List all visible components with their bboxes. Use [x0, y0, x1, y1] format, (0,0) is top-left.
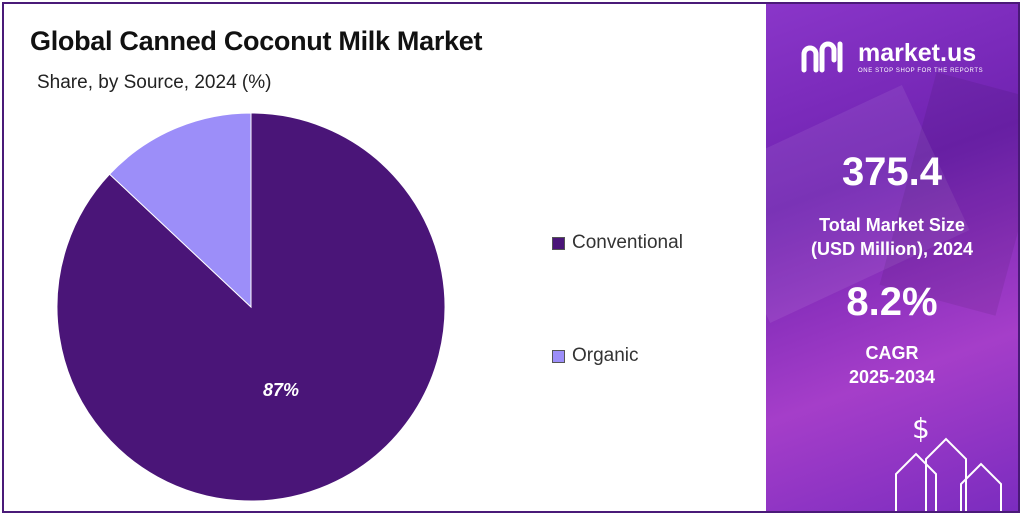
cagr-label-line1: CAGR	[865, 343, 919, 363]
up-arrow-icon	[925, 437, 967, 511]
brand-tagline: ONE STOP SHOP FOR THE REPORTS	[858, 68, 984, 74]
dollar-coin-icon: $	[895, 412, 1002, 511]
up-arrow-icon	[895, 452, 937, 511]
legend-swatch-organic	[552, 349, 565, 363]
brand-text: market.us ONE STOP SHOP FOR THE REPORTS	[858, 40, 983, 74]
brand-name: market.us	[858, 39, 977, 67]
legend-item-organic: Organic	[552, 345, 639, 367]
market-size-label-line2: (USD Million), 2024	[810, 239, 974, 259]
chart-panel: Global Canned Coconut Milk Market Share,…	[4, 4, 766, 511]
chart-title: Global Canned Coconut Milk Market	[30, 26, 483, 56]
svg-text:$: $	[912, 412, 930, 445]
legend-item-conventional: Conventional	[552, 232, 683, 254]
chart-subtitle: Share, by Source, 2024 (%)	[37, 72, 272, 93]
market-us-logo-icon	[801, 41, 843, 73]
pie-slice-organic	[108, 112, 252, 309]
cagr-value: 8.2%	[846, 280, 938, 324]
market-size-value: 375.4	[841, 150, 943, 194]
legend-swatch-conventional	[552, 236, 565, 250]
legend-label-conventional: Conventional	[572, 232, 683, 253]
market-size-label-line1: Total Market Size	[819, 215, 965, 235]
cagr-label-line2: 2025-2034	[848, 367, 936, 387]
pie-chart: 87%	[56, 112, 446, 502]
stats-panel: market.us ONE STOP SHOP FOR THE REPORTS …	[766, 4, 1018, 511]
brand: market.us ONE STOP SHOP FOR THE REPORTS	[800, 40, 983, 74]
data-label-conventional: 87%	[263, 380, 299, 400]
legend-label-organic: Organic	[572, 345, 639, 366]
up-arrow-icon	[960, 462, 1002, 511]
